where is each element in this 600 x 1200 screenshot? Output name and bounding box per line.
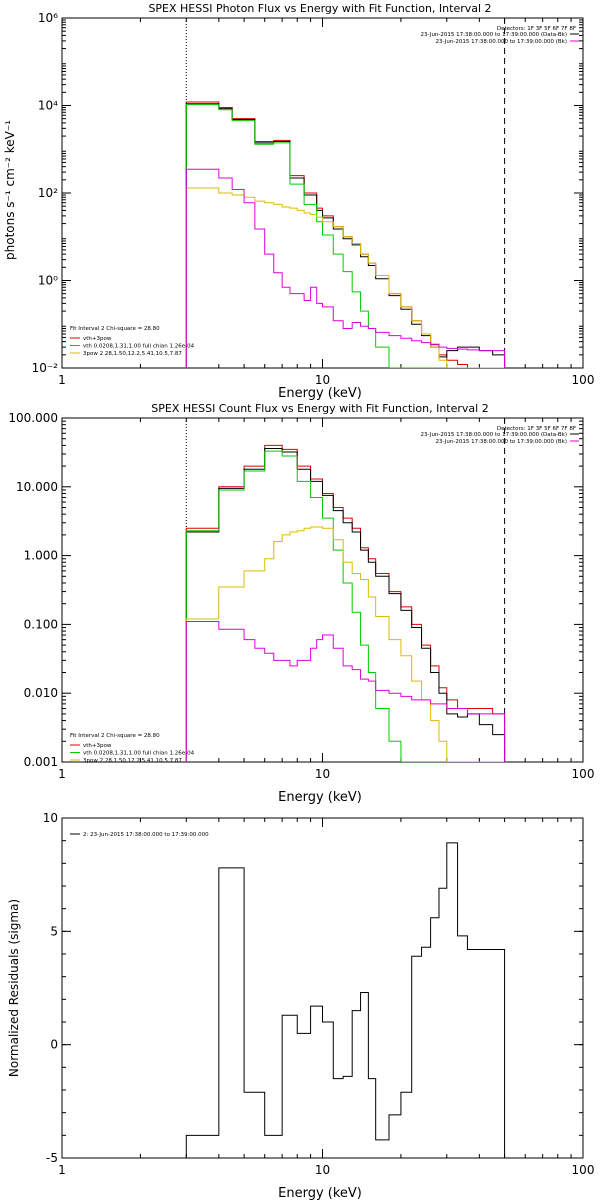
legend-top-entry: 23-Jun-2015 17:38:00.000 to 17:39:00.000… — [421, 432, 567, 438]
y-tick-label: 10.000 — [16, 480, 58, 494]
y-tick-label: 10⁻² — [32, 361, 59, 375]
x-tick-label: 100 — [572, 767, 595, 781]
legend-bottom-entry: 3pow 2.28,1.50,12.2,5.41,10.5,7.87 — [83, 758, 182, 764]
chart-title: SPEX HESSI Photon Flux vs Energy with Fi… — [148, 2, 491, 15]
series-4-line — [185, 168, 506, 368]
y-tick-label: 5 — [50, 924, 58, 938]
series-1-line — [185, 103, 506, 368]
y-axis-label: photons s⁻¹ cm⁻² keV⁻¹ — [3, 120, 17, 260]
series-2-line — [185, 450, 505, 762]
legend-bottom-entry: 3pow 2.28,1.50,12.2,5.41,10.5,7.87 — [83, 351, 182, 357]
x-tick-label: 100 — [572, 373, 595, 387]
detectors-label: Detectors: 1F 3F 5F 6F 7F 8F — [497, 426, 576, 432]
x-tick-label: 1 — [58, 767, 66, 781]
y-tick-label: 10 — [43, 811, 58, 825]
series-2-line — [185, 104, 505, 368]
x-tick-label: 1 — [58, 373, 66, 387]
series-0-line — [185, 842, 506, 1158]
plot-area — [185, 101, 506, 368]
x-tick-label: 10 — [315, 767, 330, 781]
y-tick-label: 10² — [38, 186, 58, 200]
fit-header: Fit Interval 2 Chi-square = 28.80 — [70, 733, 160, 739]
chart-residuals: Energy (keV) Normalized Residuals (sigma… — [7, 811, 594, 1200]
x-axis-label: Energy (keV) — [278, 790, 362, 805]
x-tick-label: 100 — [572, 1163, 595, 1177]
y-tick-label: 0.010 — [24, 686, 58, 700]
detectors-label: Detectors: 1F 3F 5F 6F 7F 8F — [497, 26, 576, 32]
chart-photon-flux: SPEX HESSI Photon Flux vs Energy with Fi… — [3, 2, 594, 401]
y-tick-label: 0 — [50, 1038, 58, 1052]
series-0-line — [185, 444, 506, 762]
series-3-line — [185, 187, 505, 368]
x-tick-label: 1 — [58, 1163, 66, 1177]
plot-area — [185, 444, 506, 762]
series-1-line — [185, 448, 506, 762]
y-tick-label: 10⁴ — [38, 99, 58, 113]
y-axis-label: Normalized Residuals (sigma) — [7, 899, 21, 1077]
chart-count-flux: SPEX HESSI Count Flux vs Energy with Fit… — [8, 402, 594, 805]
legend-top-entry: 23-Jun-2015 17:38:00.000 to 17:39:00.000… — [435, 39, 567, 45]
legend-bottom-entry: vth 0.0208,1.31,1.00 full chian 1.26e-04 — [83, 751, 195, 757]
y-tick-label: 10⁰ — [38, 274, 58, 288]
y-tick-label: -5 — [46, 1151, 58, 1165]
series-4-line — [185, 621, 506, 762]
y-tick-label: 1.000 — [24, 549, 58, 563]
y-tick-label: 0.001 — [24, 755, 58, 769]
y-tick-label: 10⁶ — [38, 11, 58, 25]
fit-header: Fit Interval 2 Chi-square = 28.80 — [70, 326, 160, 332]
legend-entry: 2: 23-Jun-2015 17:38:00.000 to 17:39:00.… — [83, 832, 209, 838]
legend-bottom-entry: vth+3pow — [83, 743, 112, 749]
plot-area — [185, 842, 506, 1158]
legend-bottom-entry: vth+3pow — [83, 336, 112, 342]
x-axis-label: Energy (keV) — [278, 1186, 362, 1200]
x-axis-label: Energy (keV) — [278, 386, 362, 401]
x-tick-label: 10 — [315, 373, 330, 387]
legend-bottom-entry: vth 0.0208,1.31,1.00 full chian 1.26e-04 — [83, 344, 195, 350]
chart-title: SPEX HESSI Count Flux vs Energy with Fit… — [151, 402, 488, 415]
series-3-line — [185, 526, 505, 762]
legend-top-entry: 23-Jun-2015 17:38:00.000 to 17:39:00.000… — [421, 32, 567, 38]
y-tick-label: 0.100 — [24, 617, 58, 631]
x-tick-label: 10 — [315, 1163, 330, 1177]
y-tick-label: 100.000 — [8, 411, 58, 425]
legend-top-entry: 23-Jun-2015 17:38:00.000 to 17:39:00.000… — [435, 439, 567, 445]
